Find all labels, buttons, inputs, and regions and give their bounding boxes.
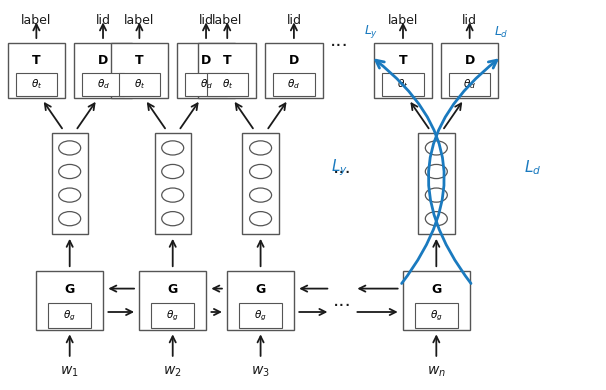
Circle shape [425,141,447,155]
Circle shape [59,141,81,155]
Text: T: T [32,54,41,67]
Bar [242,133,279,234]
Circle shape [162,165,184,179]
Bar [382,73,424,96]
Text: $\theta_t$: $\theta_t$ [398,78,408,91]
Text: lid: lid [199,14,213,27]
Bar [199,43,256,98]
Circle shape [59,165,81,179]
Bar [119,73,160,96]
Circle shape [162,212,184,226]
Text: D: D [465,54,474,67]
Text: $\theta_t$: $\theta_t$ [222,78,233,91]
Text: $L_d$: $L_d$ [524,158,542,177]
Text: $w_1$: $w_1$ [61,365,79,379]
Text: $L_y$: $L_y$ [331,158,348,178]
Text: $\theta_t$: $\theta_t$ [134,78,145,91]
Circle shape [59,188,81,202]
Text: lid: lid [96,14,110,27]
Circle shape [250,165,271,179]
Bar [151,303,195,328]
Circle shape [162,141,184,155]
Text: $\theta_t$: $\theta_t$ [31,78,42,91]
Circle shape [250,212,271,226]
Bar [75,43,132,98]
Text: $\theta_g$: $\theta_g$ [430,308,442,323]
Text: ...: ... [333,158,351,177]
Text: T: T [135,54,144,67]
Bar [82,73,124,96]
Text: $\theta_d$: $\theta_d$ [287,78,301,91]
Bar [239,303,282,328]
Text: G: G [431,283,441,296]
Circle shape [250,141,271,155]
Bar [403,271,470,330]
Text: $\theta_d$: $\theta_d$ [96,78,110,91]
Bar [16,73,57,96]
Text: $\theta_d$: $\theta_d$ [463,78,476,91]
Text: $\theta_g$: $\theta_g$ [167,308,179,323]
Text: D: D [98,54,108,67]
Circle shape [59,212,81,226]
Text: $w_3$: $w_3$ [251,365,270,379]
Bar [227,271,294,330]
Circle shape [162,188,184,202]
Bar [418,133,454,234]
Bar [185,73,227,96]
Text: G: G [256,283,265,296]
Bar [8,43,65,98]
Text: D: D [289,54,299,67]
Bar [155,133,191,234]
Bar [36,271,103,330]
Bar [415,303,458,328]
Text: lid: lid [462,14,477,27]
Bar [265,43,322,98]
Bar [177,43,235,98]
Text: $w_n$: $w_n$ [427,365,446,379]
Text: label: label [21,14,52,27]
Bar [207,73,248,96]
Text: label: label [124,14,155,27]
Bar [374,43,431,98]
Text: G: G [168,283,178,296]
Circle shape [425,188,447,202]
Text: lid: lid [287,14,301,27]
Text: T: T [399,54,407,67]
FancyArrowPatch shape [428,60,497,284]
Bar [273,73,315,96]
Text: ...: ... [333,291,351,310]
Bar [52,133,88,234]
Text: label: label [388,14,418,27]
Circle shape [250,188,271,202]
Text: ...: ... [330,32,348,50]
Bar [441,43,498,98]
Circle shape [425,212,447,226]
Bar [48,303,92,328]
Text: D: D [201,54,211,67]
Bar [449,73,490,96]
Bar [139,271,206,330]
FancyArrowPatch shape [376,60,444,284]
Text: label: label [212,14,242,27]
Text: $\theta_g$: $\theta_g$ [255,308,267,323]
Text: $\theta_d$: $\theta_d$ [199,78,213,91]
Text: T: T [223,54,231,67]
Text: $L_y$: $L_y$ [364,23,379,40]
Circle shape [425,165,447,179]
Text: $\theta_g$: $\theta_g$ [64,308,76,323]
Text: $L_d$: $L_d$ [494,25,508,40]
Text: G: G [65,283,75,296]
Bar [110,43,168,98]
Text: $w_2$: $w_2$ [164,365,182,379]
